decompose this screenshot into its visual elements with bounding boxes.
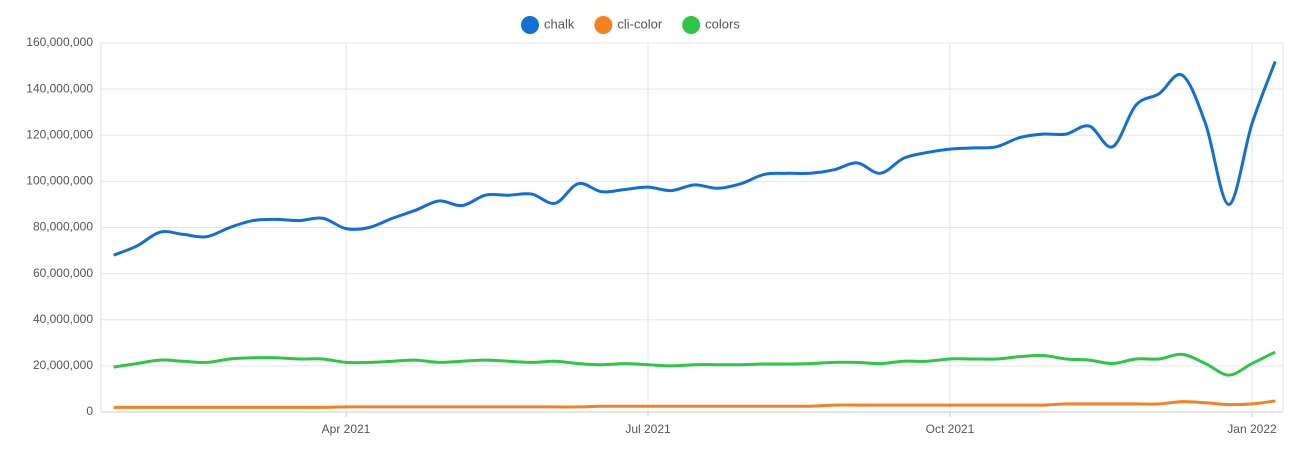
y-tick-label: 100,000,000 — [26, 174, 93, 188]
y-tick-label: 40,000,000 — [33, 312, 93, 326]
series-line — [113, 399, 1276, 409]
legend-swatch[interactable] — [521, 16, 539, 34]
x-tick-label: Jul 2021 — [625, 422, 671, 436]
y-tick-label: 80,000,000 — [33, 220, 93, 234]
series-line — [113, 60, 1277, 257]
y-tick-label: 60,000,000 — [33, 266, 93, 280]
y-tick-label: 140,000,000 — [26, 81, 93, 95]
y-tick-label: 120,000,000 — [26, 127, 93, 141]
legend-swatch[interactable] — [594, 16, 613, 34]
y-tick-label: 20,000,000 — [33, 358, 93, 372]
legend-text[interactable]: chalk — [544, 16, 575, 31]
y-tick-label: 0 — [86, 404, 93, 418]
x-tick-label: Oct 2021 — [926, 422, 975, 436]
x-tick-label: Jan 2022 — [1227, 422, 1277, 436]
legend-text[interactable]: colors — [705, 16, 740, 31]
legend-swatch[interactable] — [682, 16, 701, 34]
series-line — [113, 350, 1276, 377]
legend-text[interactable]: cli-color — [617, 16, 662, 31]
y-tick-label: 160,000,000 — [26, 35, 93, 49]
x-tick-label: Apr 2021 — [322, 422, 371, 436]
